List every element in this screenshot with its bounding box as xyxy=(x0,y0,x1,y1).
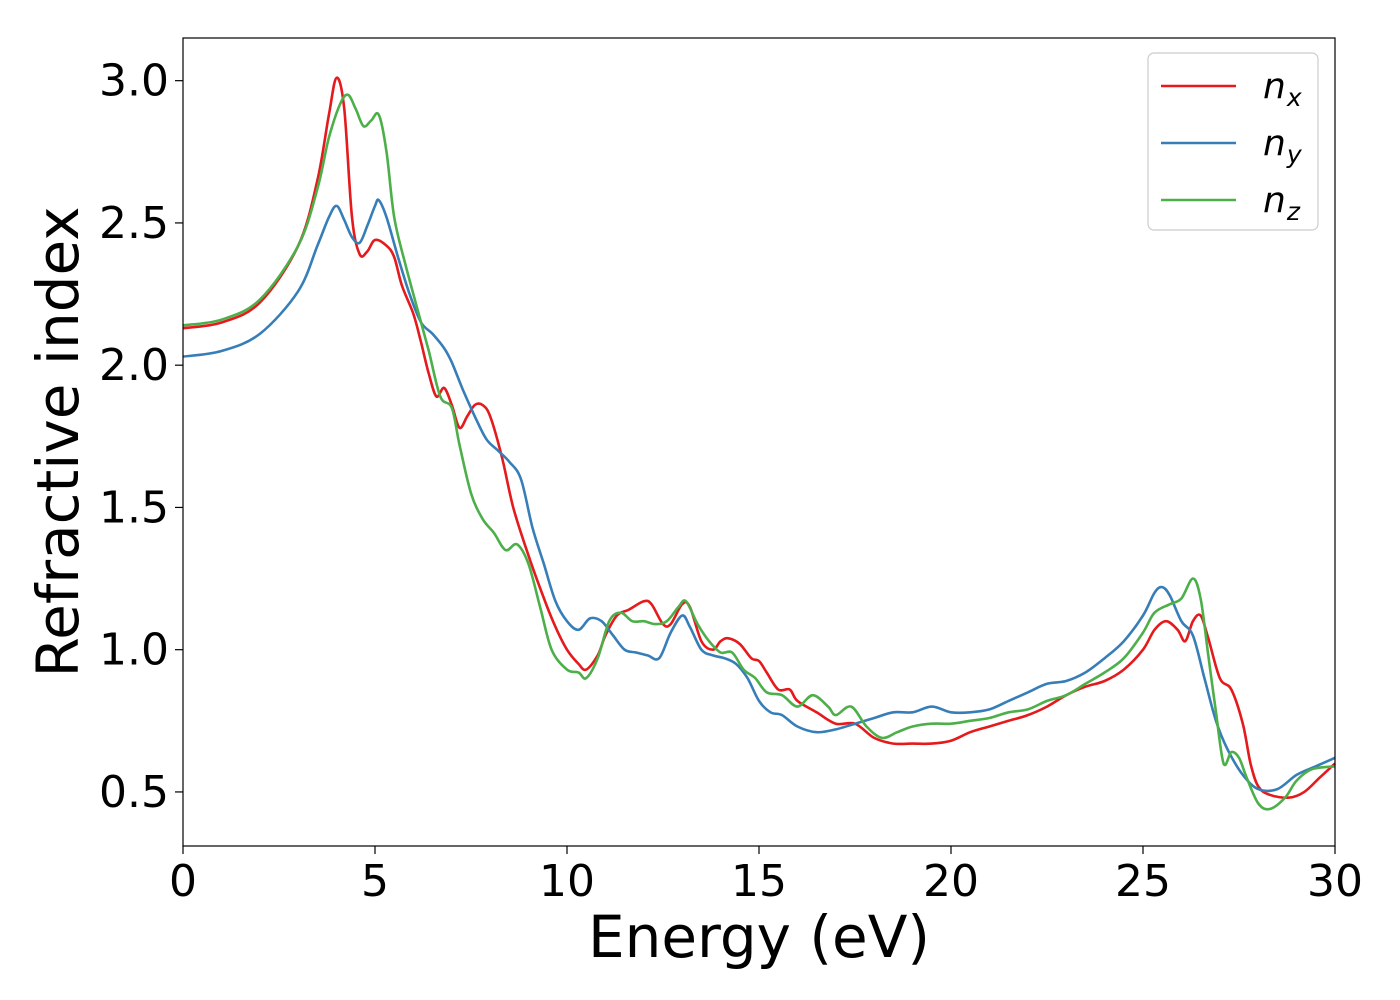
y-tick-label: 0.5 xyxy=(99,767,169,818)
y-axis-title: Refractive index xyxy=(24,206,92,677)
x-tick-label: 30 xyxy=(1307,856,1363,907)
series-line-nx xyxy=(182,76,1336,800)
legend-label-nx: nx xyxy=(1263,66,1302,112)
y-tick-label: 3.0 xyxy=(99,56,169,107)
x-tick-label: 5 xyxy=(361,856,389,907)
legend-box xyxy=(1147,52,1319,231)
x-tick-label: 10 xyxy=(539,856,595,907)
y-axis-ticks: 0.5 1.0 1.5 2.0 2.5 3.0 xyxy=(99,56,183,818)
legend-label-ny: ny xyxy=(1263,123,1303,169)
y-tick-label: 1.0 xyxy=(99,625,169,676)
x-axis-ticks: 0 5 10 15 20 25 30 xyxy=(169,846,1363,907)
x-tick-label: 25 xyxy=(1115,856,1171,907)
x-axis-title: Energy (eV) xyxy=(588,903,930,971)
x-tick-label: 0 xyxy=(169,856,197,907)
series-line-nz xyxy=(182,93,1336,811)
legend: nx ny nz xyxy=(1147,52,1319,231)
series-line-ny xyxy=(182,198,1336,793)
x-tick-label: 20 xyxy=(923,856,979,907)
y-tick-label: 2.0 xyxy=(99,340,169,391)
x-tick-label: 15 xyxy=(731,856,787,907)
series-layer xyxy=(182,76,1336,811)
legend-label-nz: nz xyxy=(1263,180,1301,226)
plot-area xyxy=(183,38,1335,846)
y-tick-label: 1.5 xyxy=(99,482,169,533)
y-tick-label: 2.5 xyxy=(99,198,169,249)
